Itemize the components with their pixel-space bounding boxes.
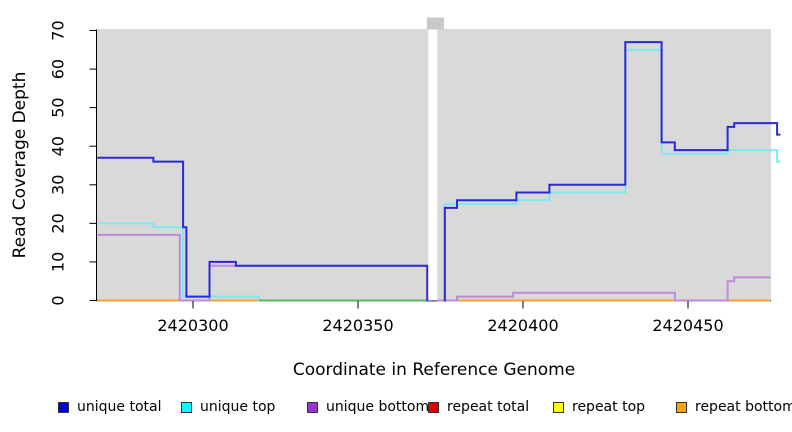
legend-swatch-repeat-total bbox=[428, 401, 439, 413]
missing-data-gap bbox=[428, 29, 438, 301]
y-tick-label-50: 50 bbox=[49, 97, 68, 117]
y-tick-label-70: 70 bbox=[49, 20, 68, 40]
legend-label-repeat-total: repeat total bbox=[447, 399, 530, 415]
legend-swatch-repeat-bottom bbox=[676, 401, 687, 413]
overlay-layer bbox=[426, 17, 444, 301]
legend-item-repeat-total: repeat total bbox=[428, 399, 530, 415]
legend-label-repeat-top: repeat top bbox=[572, 399, 646, 415]
legend-swatch-unique-total bbox=[58, 401, 69, 413]
legend-swatch-unique-bottom bbox=[307, 401, 318, 413]
y-tick-label-30: 30 bbox=[49, 175, 68, 195]
legend-item-unique-total: unique total bbox=[58, 399, 162, 415]
legend-label-repeat-bottom: repeat bottom bbox=[695, 399, 792, 415]
series-layer bbox=[97, 41, 781, 302]
x-tick-label-2420400: 2420400 bbox=[487, 316, 558, 335]
y-axis-title: Read Coverage Depth bbox=[10, 72, 30, 259]
axes-layer: 0 10 20 30 40 50 60 70 2420300 2420350 2420400 2420… bbox=[49, 20, 724, 335]
legend-label-unique-top: unique top bbox=[200, 399, 276, 415]
legend-item-unique-top: unique top bbox=[181, 399, 276, 415]
x-tick-label-2420350: 2420350 bbox=[322, 316, 393, 335]
legend-label-unique-total: unique total bbox=[77, 399, 162, 415]
legend-item-repeat-top: repeat top bbox=[553, 399, 646, 415]
legend-item-unique-bottom: unique bottom bbox=[307, 399, 430, 415]
legend-label-unique-bottom: unique bottom bbox=[326, 399, 430, 415]
y-tick-label-20: 20 bbox=[49, 213, 68, 233]
legend-swatch-repeat-top bbox=[553, 401, 564, 413]
legend-swatch-unique-top bbox=[181, 401, 192, 413]
y-tick-label-60: 60 bbox=[49, 59, 68, 79]
y-tick-label-10: 10 bbox=[49, 252, 68, 272]
y-tick-label-0: 0 bbox=[49, 295, 68, 305]
legend-item-repeat-bottom: repeat bottom bbox=[676, 399, 792, 415]
y-tick-label-40: 40 bbox=[49, 136, 68, 156]
gap-top-notch bbox=[426, 17, 444, 30]
x-axis-title: Coordinate in Reference Genome bbox=[293, 360, 575, 380]
x-tick-label-2420300: 2420300 bbox=[157, 316, 228, 335]
x-tick-label-2420450: 2420450 bbox=[652, 316, 723, 335]
series-line-unique-total bbox=[97, 41, 781, 302]
